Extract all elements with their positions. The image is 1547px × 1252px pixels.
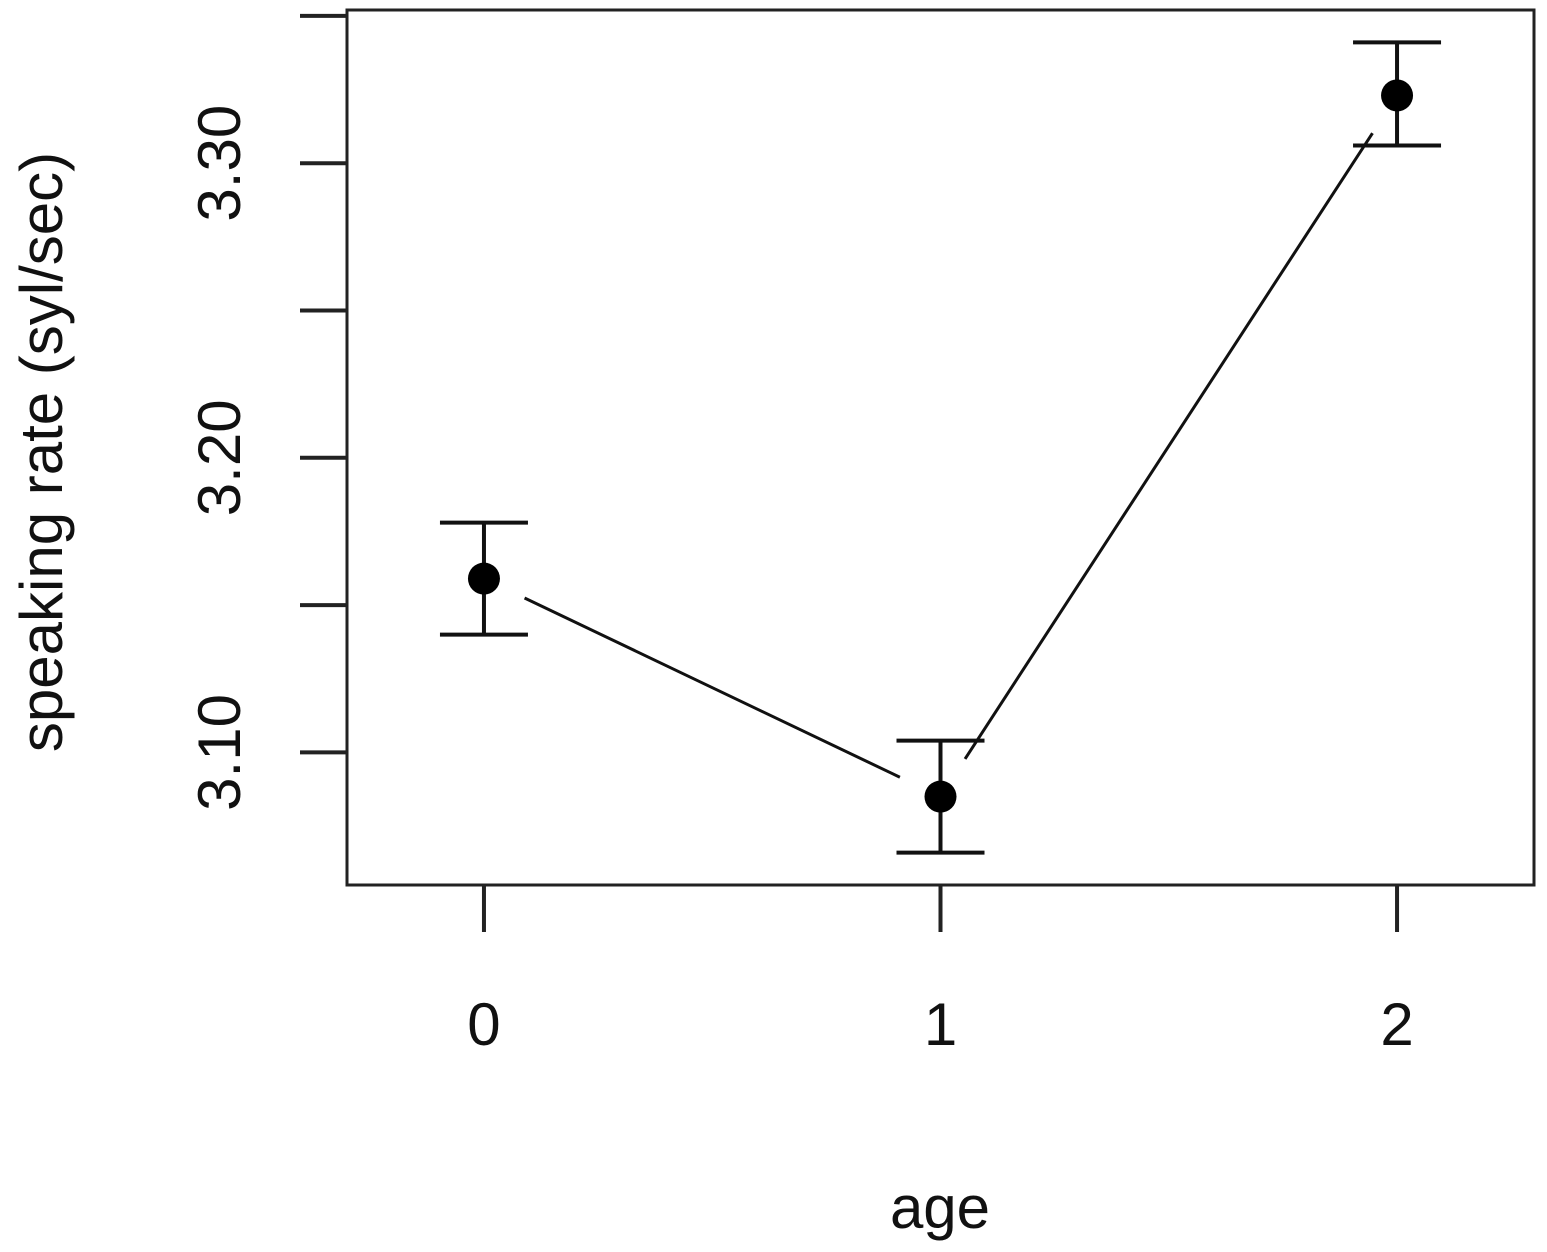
- y-tick-label: 3.20: [186, 399, 253, 516]
- series-line-segment: [523, 596, 901, 779]
- x-axis-title: age: [890, 1174, 990, 1241]
- series-layer: [439, 40, 1442, 855]
- y-tick-label: 3.30: [186, 105, 253, 222]
- data-point: [467, 562, 500, 595]
- x-tick-label: 0: [467, 991, 500, 1058]
- data-point: [1381, 79, 1414, 112]
- x-tick-label: 1: [924, 991, 957, 1058]
- y-tick-label: 3.10: [186, 694, 253, 811]
- y-axis-title: speaking rate (syl/sec): [8, 152, 75, 752]
- y-axis: 3.10 3.20 3.30: [186, 13, 347, 811]
- data-point: [924, 780, 957, 813]
- x-axis: 0 1 2: [467, 885, 1414, 1058]
- series-line-segment: [963, 132, 1374, 760]
- x-tick-label: 2: [1380, 991, 1413, 1058]
